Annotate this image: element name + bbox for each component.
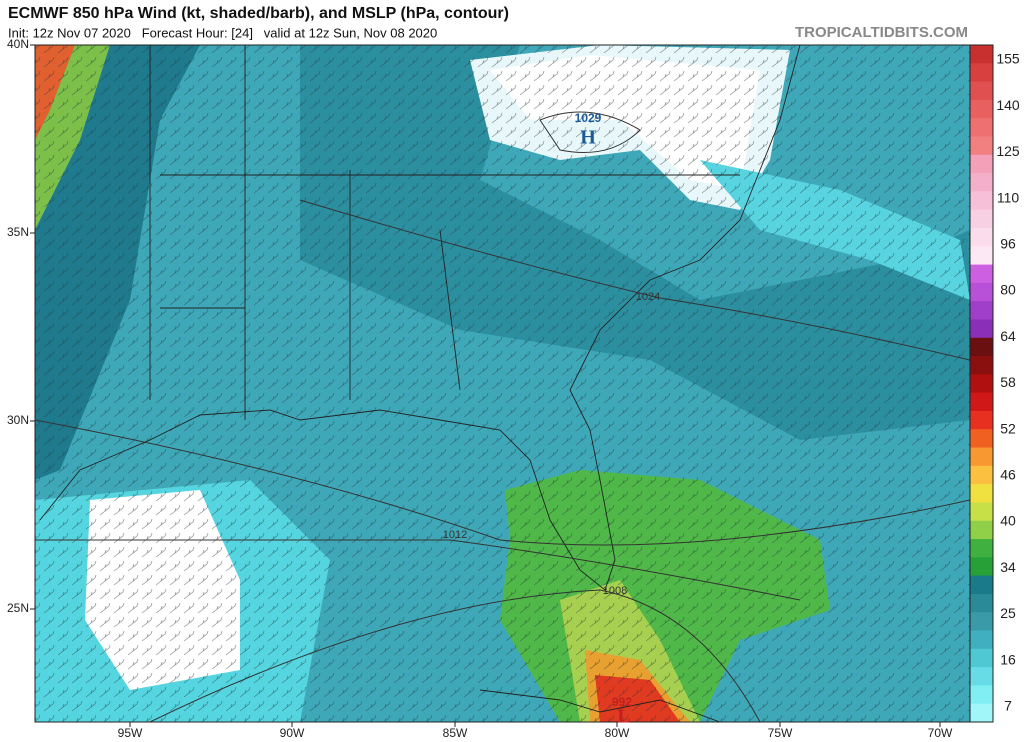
subtitle: Init: 12z Nov 07 2020 Forecast Hour: [24… (8, 25, 437, 40)
colorbar-swatch (970, 136, 993, 156)
colorbar-label: 140 (996, 97, 1020, 113)
colorbar-swatch (970, 648, 993, 668)
colorbar-label: 96 (1000, 236, 1016, 252)
isobar-label: 1024 (636, 291, 660, 303)
isobar-label: 1008 (603, 585, 627, 597)
colorbar-swatch (970, 703, 993, 723)
colorbar-swatch (970, 45, 993, 64)
pressure-center: L (617, 706, 630, 728)
colorbar-swatch (970, 539, 993, 558)
colorbar-swatch (970, 99, 993, 119)
colorbar-label: 58 (1000, 374, 1016, 390)
colorbar-swatch (970, 264, 993, 284)
colorbar-label: 16 (1000, 651, 1016, 667)
colorbar-swatch (970, 282, 993, 302)
colorbar-swatch (970, 337, 993, 357)
colorbar-swatch (970, 685, 993, 705)
lat-label: 40N (7, 37, 29, 51)
colorbar-label: 46 (1000, 467, 1016, 483)
colorbar-swatch (970, 209, 993, 229)
isobars (35, 111, 970, 722)
title: ECMWF 850 hPa Wind (kt, shaded/barb), an… (8, 5, 509, 22)
isobar-label: 1029 (575, 111, 602, 125)
colorbar-swatch (970, 319, 993, 339)
colorbar-swatch (970, 374, 993, 394)
colorbar-swatch (970, 173, 993, 192)
colorbar-frame (969, 44, 994, 723)
colorbar-swatch (970, 154, 993, 174)
colorbar-swatch (970, 191, 993, 211)
lon-label: 70W (928, 726, 953, 740)
source: TROPICALTIDBITS.COM (795, 24, 968, 41)
colorbar-swatch (970, 447, 993, 467)
colorbar-swatch (970, 81, 993, 101)
colorbar-label: 125 (996, 143, 1020, 159)
isobar-label: 992 (612, 695, 632, 709)
colorbar-swatch (970, 502, 993, 522)
colorbar-swatch (970, 429, 993, 449)
lon-label: 90W (280, 726, 305, 740)
lat-label: 30N (7, 413, 29, 427)
colorbar-swatch (970, 557, 993, 577)
colorbar-label: 52 (1000, 420, 1016, 436)
colorbar-swatch (970, 227, 993, 247)
colorbar-swatch (970, 630, 993, 650)
lon-label: 95W (118, 726, 143, 740)
colorbar-label: 64 (1000, 328, 1016, 344)
colorbar-swatch (970, 392, 993, 412)
colorbar-label: 80 (1000, 282, 1016, 298)
colorbar-swatch (970, 465, 993, 485)
colorbar-label: 110 (997, 189, 1020, 205)
colorbar-label: 25 (1000, 605, 1016, 621)
colorbar-label: 34 (1000, 559, 1016, 575)
colorbar-label: 7 (1004, 698, 1012, 714)
colorbar-swatch (970, 246, 993, 266)
colorbar-swatch (970, 356, 993, 375)
pressure-center: H (580, 127, 596, 149)
lat-label: 25N (7, 601, 29, 615)
coastlines (39, 45, 801, 722)
colorbar-label: 40 (1000, 513, 1016, 529)
colorbar-swatch (970, 612, 993, 632)
lon-label: 75W (768, 726, 793, 740)
colorbar-swatch (970, 410, 993, 430)
lon-label: 80W (605, 726, 630, 740)
colorbar-swatch (970, 301, 993, 320)
colorbar-swatch (970, 520, 993, 540)
colorbar-swatch (970, 118, 993, 137)
colorbar-swatch (970, 484, 993, 503)
colorbar-swatch (970, 575, 993, 595)
map (35, 45, 970, 722)
isobar-label: 1012 (443, 529, 467, 541)
lon-label: 85W (443, 726, 468, 740)
colorbar-label: 155 (996, 51, 1020, 67)
lat-label: 35N (7, 225, 29, 239)
colorbar-swatch (970, 63, 993, 83)
colorbar-swatch (970, 667, 993, 686)
colorbar-swatch (970, 593, 993, 613)
